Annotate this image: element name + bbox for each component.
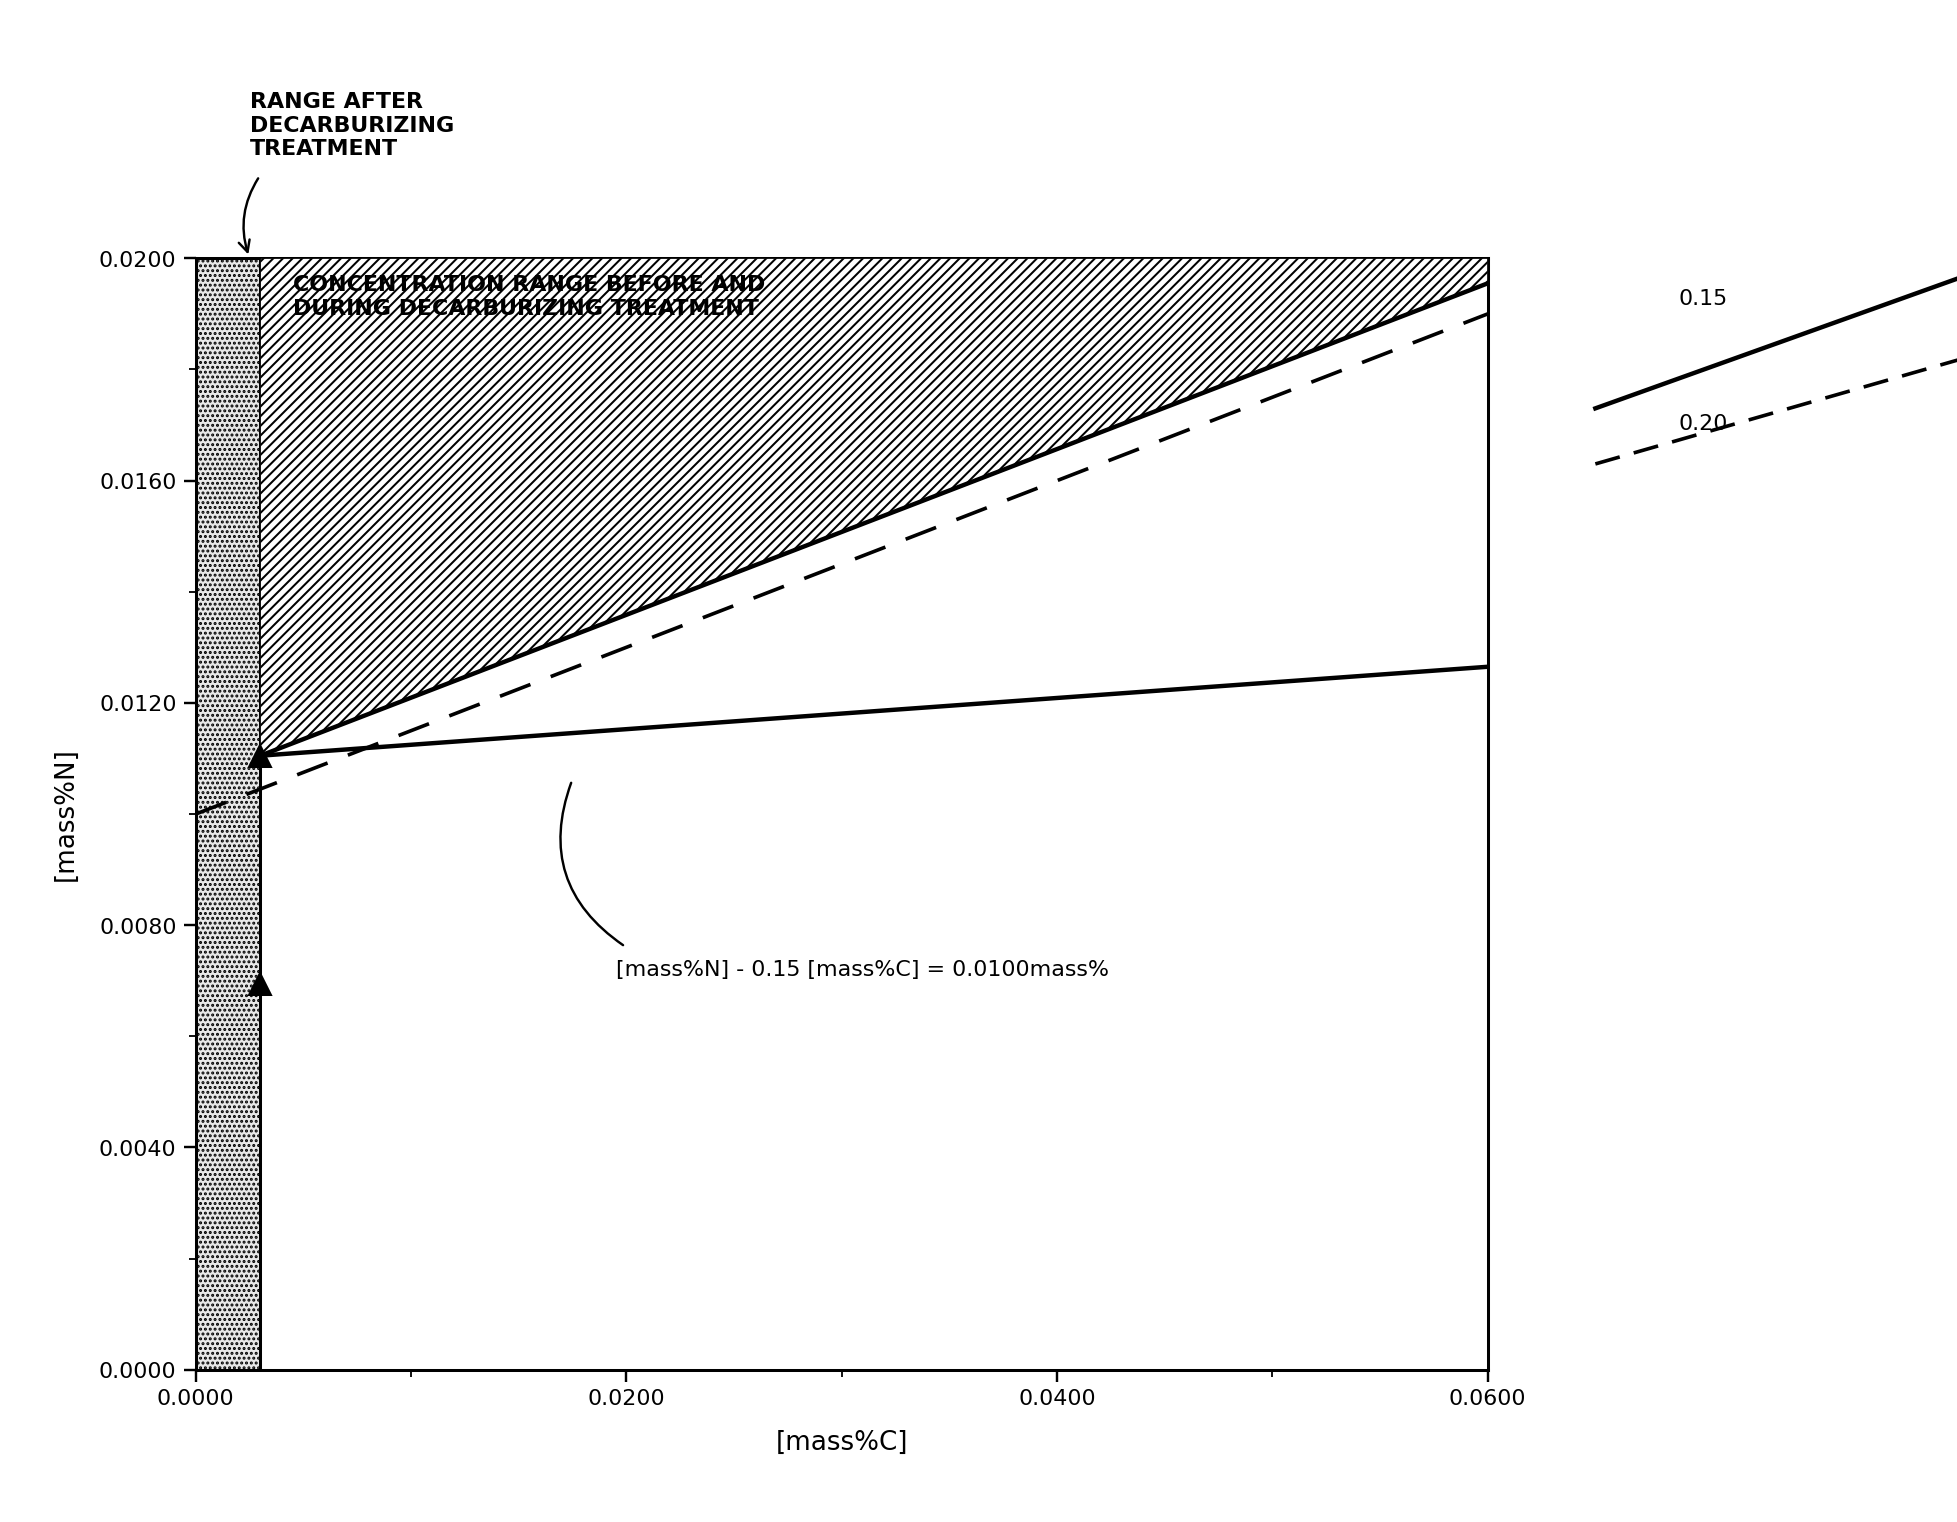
Text: [mass%N] - 0.15 [mass%C] = 0.0100mass%: [mass%N] - 0.15 [mass%C] = 0.0100mass% [616,960,1108,980]
Y-axis label: [mass%N]: [mass%N] [53,747,78,881]
X-axis label: [mass%C]: [mass%C] [775,1429,908,1455]
Polygon shape [260,259,1487,756]
Text: 0.20: 0.20 [1677,414,1728,434]
Text: CONCENTRATION RANGE BEFORE AND
DURING DECARBURIZING TREATMENT: CONCENTRATION RANGE BEFORE AND DURING DE… [294,275,765,318]
Text: RANGE AFTER
DECARBURIZING
TREATMENT: RANGE AFTER DECARBURIZING TREATMENT [250,93,454,158]
Bar [196,259,260,1370]
Text: 0.15: 0.15 [1677,289,1728,309]
